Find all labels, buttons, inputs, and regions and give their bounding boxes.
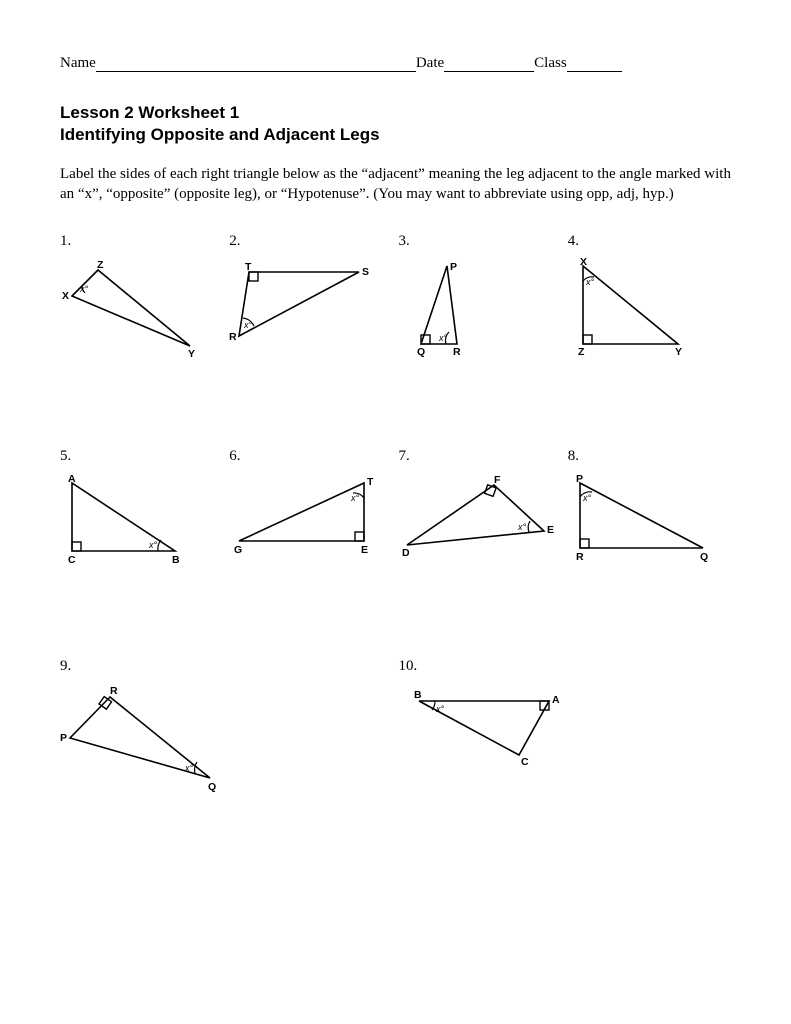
svg-text:A: A — [68, 473, 76, 485]
question-5: 5. A C B x° — [60, 448, 223, 568]
question-3: 3. P Q R x° — [399, 233, 562, 358]
question-6: 6. T G E x° — [229, 448, 392, 568]
question-7: 7. F D E x° — [399, 448, 562, 568]
class-field[interactable] — [567, 56, 622, 72]
question-2: 2. T S R x° — [229, 233, 392, 358]
question-number: 1. — [60, 233, 223, 250]
question-number: 4. — [568, 233, 731, 250]
svg-text:P: P — [450, 261, 457, 273]
svg-text:R: R — [453, 346, 461, 358]
svg-text:Q: Q — [417, 346, 425, 358]
question-number: 8. — [568, 448, 731, 465]
svg-text:X: X — [62, 290, 69, 302]
question-number: 2. — [229, 233, 392, 250]
svg-text:E: E — [547, 524, 554, 536]
svg-text:R: R — [110, 685, 118, 697]
svg-text:R: R — [576, 551, 584, 563]
svg-text:Q: Q — [700, 551, 708, 563]
triangle-diagram: T S R x° — [229, 258, 384, 353]
date-field[interactable] — [444, 56, 534, 72]
svg-text:C: C — [521, 756, 529, 768]
title-line-2: Identifying Opposite and Adjacent Legs — [60, 124, 731, 146]
svg-text:x°: x° — [435, 704, 445, 714]
svg-text:A: A — [552, 694, 560, 706]
triangle-diagram: B A C x° — [399, 683, 579, 783]
svg-text:C: C — [68, 554, 76, 566]
svg-text:X: X — [580, 258, 587, 268]
triangle-diagram: A C B x° — [60, 473, 215, 568]
svg-text:E: E — [361, 544, 368, 556]
svg-text:x°: x° — [243, 320, 253, 330]
date-label: Date — [416, 55, 444, 72]
lesson-title: Lesson 2 Worksheet 1 Identifying Opposit… — [60, 102, 731, 146]
question-number: 5. — [60, 448, 223, 465]
svg-text:T: T — [245, 261, 252, 273]
svg-text:T: T — [367, 476, 374, 488]
name-field[interactable] — [96, 56, 416, 72]
svg-text:x°: x° — [582, 493, 592, 503]
question-4: 4. X Z Y x° — [568, 233, 731, 358]
svg-text:G: G — [234, 544, 242, 556]
question-number: 9. — [60, 658, 393, 675]
title-line-1: Lesson 2 Worksheet 1 — [60, 102, 731, 124]
svg-text:R: R — [229, 331, 237, 343]
svg-text:Z: Z — [97, 259, 104, 271]
triangle-diagram: P Q R x° — [399, 258, 554, 358]
svg-text:Y: Y — [675, 346, 682, 358]
class-label: Class — [534, 55, 567, 72]
svg-text:x°: x° — [585, 277, 595, 287]
instructions: Label the sides of each right triangle b… — [60, 164, 731, 205]
triangle-diagram: R P Q x° — [60, 683, 240, 793]
svg-text:B: B — [414, 689, 422, 701]
svg-text:x°: x° — [517, 522, 527, 532]
question-number: 10. — [399, 658, 732, 675]
svg-text:P: P — [576, 473, 583, 485]
name-label: Name — [60, 55, 96, 72]
svg-text:Z: Z — [578, 346, 585, 358]
svg-text:x°: x° — [350, 493, 360, 503]
svg-text:B: B — [172, 554, 180, 566]
svg-text:x°: x° — [438, 333, 448, 343]
question-8: 8. P R Q x° — [568, 448, 731, 568]
question-number: 6. — [229, 448, 392, 465]
worksheet-page: Name Date Class Lesson 2 Worksheet 1 Ide… — [0, 0, 791, 848]
question-grid: 1. Z X Y x° 2. T S R x° — [60, 233, 731, 793]
triangle-diagram: T G E x° — [229, 473, 389, 558]
question-number: 3. — [399, 233, 562, 250]
question-10: 10. B A C x° — [399, 658, 732, 793]
svg-text:x°: x° — [184, 763, 194, 773]
triangle-diagram: P R Q x° — [568, 473, 723, 563]
triangle-diagram: Z X Y x° — [60, 258, 215, 358]
triangle-diagram: F D E x° — [399, 473, 559, 558]
question-9: 9. R P Q x° — [60, 658, 393, 793]
svg-text:Q: Q — [208, 781, 216, 793]
question-number: 7. — [399, 448, 562, 465]
svg-text:P: P — [60, 732, 67, 744]
svg-text:D: D — [402, 547, 410, 558]
triangle-diagram: X Z Y x° — [568, 258, 723, 358]
svg-text:Y: Y — [188, 348, 195, 358]
header: Name Date Class — [60, 55, 731, 72]
question-1: 1. Z X Y x° — [60, 233, 223, 358]
svg-text:S: S — [362, 266, 369, 278]
svg-text:x°: x° — [148, 540, 158, 550]
svg-text:F: F — [494, 474, 501, 486]
svg-text:x°: x° — [79, 284, 89, 294]
